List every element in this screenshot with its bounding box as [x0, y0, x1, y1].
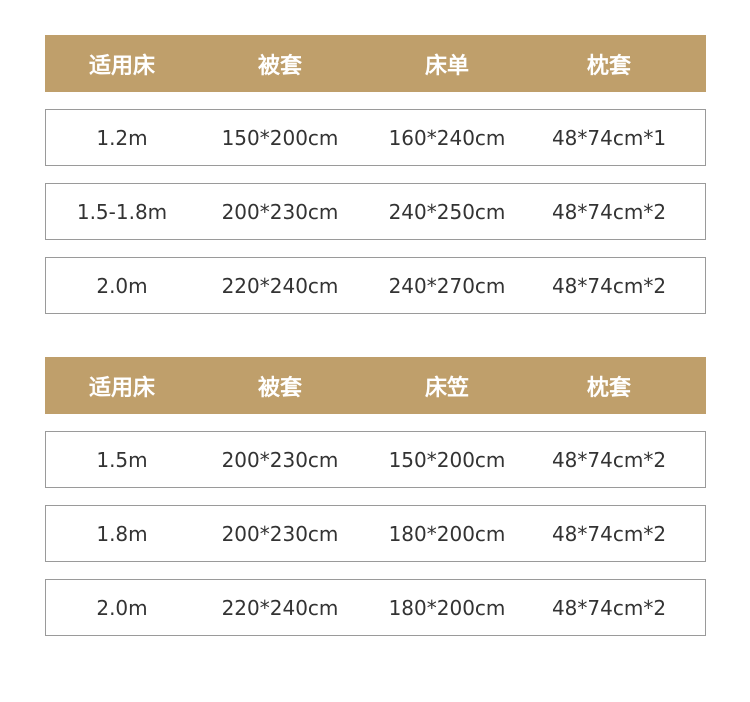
table-cell: 160*240cm — [388, 125, 506, 150]
header-cell: 被套 — [257, 53, 302, 79]
table-cell: 200*230cm — [221, 521, 339, 546]
table-row: 1.2m 150*200cm 160*240cm 48*74cm*1 — [45, 109, 706, 166]
table-row: 1.5m 200*230cm 150*200cm 48*74cm*2 — [45, 431, 706, 488]
table-cell: 48*74cm*2 — [551, 199, 667, 224]
table-cell: 48*74cm*1 — [551, 125, 667, 150]
table-cell: 2.0m — [96, 273, 148, 298]
header-cell: 枕套 — [586, 53, 631, 79]
table-cell: 48*74cm*2 — [551, 595, 667, 620]
table-cell: 150*200cm — [388, 447, 506, 472]
table-cell: 200*230cm — [221, 199, 339, 224]
table-row: 2.0m 220*240cm 180*200cm 48*74cm*2 — [45, 579, 706, 636]
table-cell: 240*250cm — [388, 199, 506, 224]
header-cell: 床笠 — [424, 375, 469, 401]
table-cell: 1.5-1.8m — [76, 199, 168, 224]
table-cell: 220*240cm — [221, 595, 339, 620]
table-cell: 180*200cm — [388, 521, 506, 546]
table-cell: 240*270cm — [388, 273, 506, 298]
table-row: 2.0m 220*240cm 240*270cm 48*74cm*2 — [45, 257, 706, 314]
table-cell: 1.8m — [96, 521, 148, 546]
table-cell: 220*240cm — [221, 273, 339, 298]
header-cell: 适用床 — [88, 375, 155, 401]
table-cell: 150*200cm — [221, 125, 339, 150]
table-cell: 48*74cm*2 — [551, 447, 667, 472]
table-header: 适用床 被套 床笠 枕套 — [45, 357, 706, 414]
table-cell: 2.0m — [96, 595, 148, 620]
header-cell: 床单 — [424, 53, 469, 79]
table-cell: 48*74cm*2 — [551, 273, 667, 298]
table-cell: 1.5m — [96, 447, 148, 472]
table-cell: 1.2m — [96, 125, 148, 150]
header-cell: 被套 — [257, 375, 302, 401]
table-row: 1.5-1.8m 200*230cm 240*250cm 48*74cm*2 — [45, 183, 706, 240]
table-cell: 48*74cm*2 — [551, 521, 667, 546]
header-cell: 适用床 — [88, 53, 155, 79]
header-cell: 枕套 — [586, 375, 631, 401]
table-cell: 180*200cm — [388, 595, 506, 620]
table-cell: 200*230cm — [221, 447, 339, 472]
table-row: 1.8m 200*230cm 180*200cm 48*74cm*2 — [45, 505, 706, 562]
table-header: 适用床 被套 床单 枕套 — [45, 35, 706, 92]
